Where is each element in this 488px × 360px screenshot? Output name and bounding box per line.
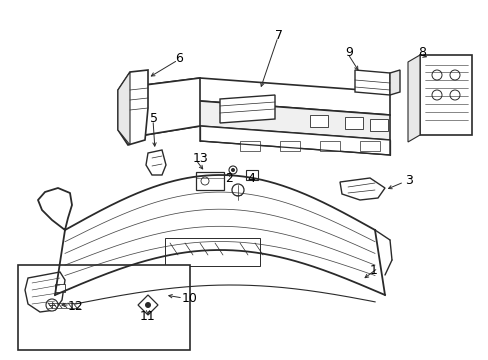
Bar <box>245 170 258 180</box>
Circle shape <box>431 90 441 100</box>
Bar <box>280 141 299 151</box>
Bar <box>240 141 260 151</box>
Text: 2: 2 <box>224 171 232 185</box>
Bar <box>164 238 260 266</box>
Bar <box>309 115 327 127</box>
Text: 3: 3 <box>404 174 412 186</box>
Circle shape <box>228 166 237 174</box>
Circle shape <box>46 299 58 311</box>
Circle shape <box>431 70 441 80</box>
Circle shape <box>449 90 459 100</box>
Text: 1: 1 <box>369 264 377 276</box>
Polygon shape <box>138 295 158 315</box>
Text: 10: 10 <box>182 292 198 305</box>
Polygon shape <box>339 178 384 200</box>
Circle shape <box>201 177 208 185</box>
Text: 12: 12 <box>68 300 83 312</box>
Polygon shape <box>118 70 148 145</box>
Text: 4: 4 <box>246 171 254 185</box>
Polygon shape <box>118 72 130 145</box>
Polygon shape <box>146 150 165 175</box>
Text: 9: 9 <box>345 45 352 59</box>
Polygon shape <box>407 55 419 142</box>
Text: 13: 13 <box>193 152 208 165</box>
Polygon shape <box>25 272 65 312</box>
Circle shape <box>449 70 459 80</box>
Bar <box>18 265 190 350</box>
Circle shape <box>145 302 151 308</box>
Bar <box>359 141 379 151</box>
Polygon shape <box>145 78 389 115</box>
Text: 8: 8 <box>417 45 425 59</box>
Bar <box>345 117 362 129</box>
Bar <box>319 141 339 151</box>
Text: 7: 7 <box>274 28 283 41</box>
Polygon shape <box>389 70 399 95</box>
Circle shape <box>231 184 244 196</box>
Bar <box>419 55 471 135</box>
Bar <box>369 119 387 131</box>
Polygon shape <box>145 101 389 140</box>
Text: 6: 6 <box>175 51 183 64</box>
Polygon shape <box>200 126 389 155</box>
Bar <box>55 284 65 292</box>
Polygon shape <box>42 195 70 230</box>
Polygon shape <box>354 70 389 95</box>
Text: 11: 11 <box>140 310 156 323</box>
Polygon shape <box>220 95 274 123</box>
Bar <box>196 172 224 190</box>
Polygon shape <box>145 78 200 135</box>
Text: 5: 5 <box>150 112 158 125</box>
Circle shape <box>230 168 235 172</box>
